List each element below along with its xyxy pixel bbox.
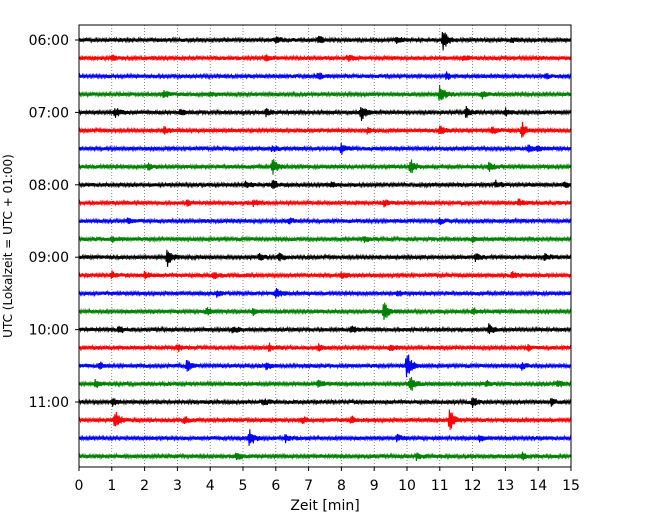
x-tick-label-5: 5 <box>239 478 248 494</box>
trace-1045 <box>78 376 572 391</box>
x-axis-ticks: 0 1 2 3 4 5 6 7 8 9 10 11 12 13 14 15 <box>75 467 580 494</box>
y-tick-label-11:00: 11:00 <box>29 395 69 411</box>
y-tick-label-06:00: 06:00 <box>29 33 69 49</box>
trace-1145 <box>78 451 572 461</box>
y-axis-title: UTC (Lokalzeit = UTC + 01:00) <box>1 154 15 338</box>
trace-0815 <box>78 198 572 208</box>
trace-0730 <box>78 142 572 155</box>
x-tick-label-6: 6 <box>271 478 280 494</box>
y-tick-label-08:00: 08:00 <box>29 178 69 194</box>
trace-1015 <box>78 342 572 353</box>
x-tick-label-4: 4 <box>206 478 215 494</box>
trace-1100 <box>78 397 572 409</box>
x-axis-title: Zeit [min] <box>290 498 359 514</box>
x-tick-label-11: 11 <box>431 478 449 494</box>
trace-0845 <box>78 235 572 244</box>
trace-0745 <box>78 159 572 175</box>
trace-0930 <box>78 288 572 299</box>
trace-0630 <box>78 71 572 81</box>
x-tick-label-2: 2 <box>140 478 149 494</box>
trace-0700 <box>78 105 572 122</box>
trace-1000 <box>78 323 572 335</box>
x-tick-label-15: 15 <box>562 478 580 494</box>
x-tick-label-9: 9 <box>370 478 379 494</box>
trace-0600 <box>78 31 572 51</box>
x-tick-label-8: 8 <box>337 478 346 494</box>
seismic-traces <box>78 31 572 461</box>
y-tick-label-07:00: 07:00 <box>29 105 69 121</box>
y-axis-ticks: 06:00 07:00 08:00 09:00 10:00 11:00 <box>29 33 79 411</box>
y-tick-label-09:00: 09:00 <box>29 250 69 266</box>
x-tick-label-10: 10 <box>398 478 416 494</box>
trace-0945 <box>78 302 572 321</box>
trace-1130 <box>78 429 572 446</box>
x-tick-label-1: 1 <box>107 478 116 494</box>
x-tick-label-12: 12 <box>464 478 482 494</box>
trace-0830 <box>78 217 572 226</box>
trace-1030 <box>78 354 572 378</box>
trace-0800 <box>78 179 572 190</box>
trace-1115 <box>78 409 572 430</box>
x-tick-label-0: 0 <box>75 478 84 494</box>
plot-frame <box>78 24 572 468</box>
trace-0615 <box>78 54 572 62</box>
x-tick-label-7: 7 <box>304 478 313 494</box>
x-tick-label-14: 14 <box>529 478 547 494</box>
trace-0645 <box>78 84 572 101</box>
x-tick-label-13: 13 <box>496 478 514 494</box>
y-tick-label-10:00: 10:00 <box>29 323 69 339</box>
trace-0915 <box>78 270 572 280</box>
x-tick-label-3: 3 <box>173 478 182 494</box>
trace-0900 <box>78 249 572 267</box>
trace-0715 <box>78 121 572 138</box>
